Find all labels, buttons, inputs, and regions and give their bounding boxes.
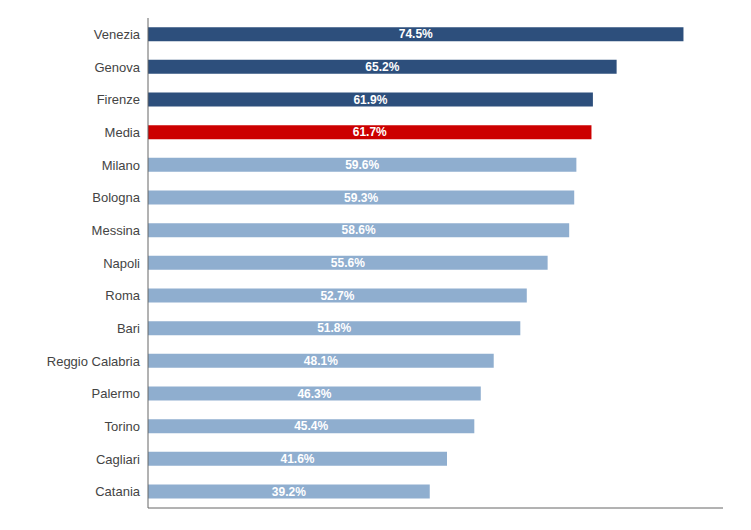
svg-text:Milano: Milano <box>102 158 140 173</box>
svg-text:52.7%: 52.7% <box>320 289 354 303</box>
svg-text:39.2%: 39.2% <box>272 485 306 499</box>
svg-text:41.6%: 41.6% <box>280 452 314 466</box>
svg-text:46.3%: 46.3% <box>297 387 331 401</box>
svg-text:58.6%: 58.6% <box>342 223 376 237</box>
svg-text:Palermo: Palermo <box>92 386 140 401</box>
svg-text:Firenze: Firenze <box>97 92 140 107</box>
svg-text:59.3%: 59.3% <box>344 191 378 205</box>
svg-text:Media: Media <box>105 125 141 140</box>
svg-text:51.8%: 51.8% <box>317 321 351 335</box>
svg-text:61.9%: 61.9% <box>353 93 387 107</box>
svg-text:65.2%: 65.2% <box>365 60 399 74</box>
svg-text:Torino: Torino <box>105 419 140 434</box>
svg-text:55.6%: 55.6% <box>331 256 365 270</box>
svg-text:Messina: Messina <box>92 223 141 238</box>
svg-text:Cagliari: Cagliari <box>96 452 140 467</box>
svg-text:74.5%: 74.5% <box>399 27 433 41</box>
svg-text:45.4%: 45.4% <box>294 419 328 433</box>
svg-text:Reggio Calabria: Reggio Calabria <box>47 354 141 369</box>
svg-text:Genova: Genova <box>94 60 140 75</box>
svg-text:61.7%: 61.7% <box>353 125 387 139</box>
svg-text:Catania: Catania <box>95 484 141 499</box>
svg-text:Bologna: Bologna <box>92 190 140 205</box>
svg-text:48.1%: 48.1% <box>304 354 338 368</box>
svg-text:Venezia: Venezia <box>94 27 141 42</box>
svg-text:Roma: Roma <box>105 288 140 303</box>
svg-text:Napoli: Napoli <box>103 256 140 271</box>
svg-text:Bari: Bari <box>117 321 140 336</box>
svg-text:59.6%: 59.6% <box>345 158 379 172</box>
